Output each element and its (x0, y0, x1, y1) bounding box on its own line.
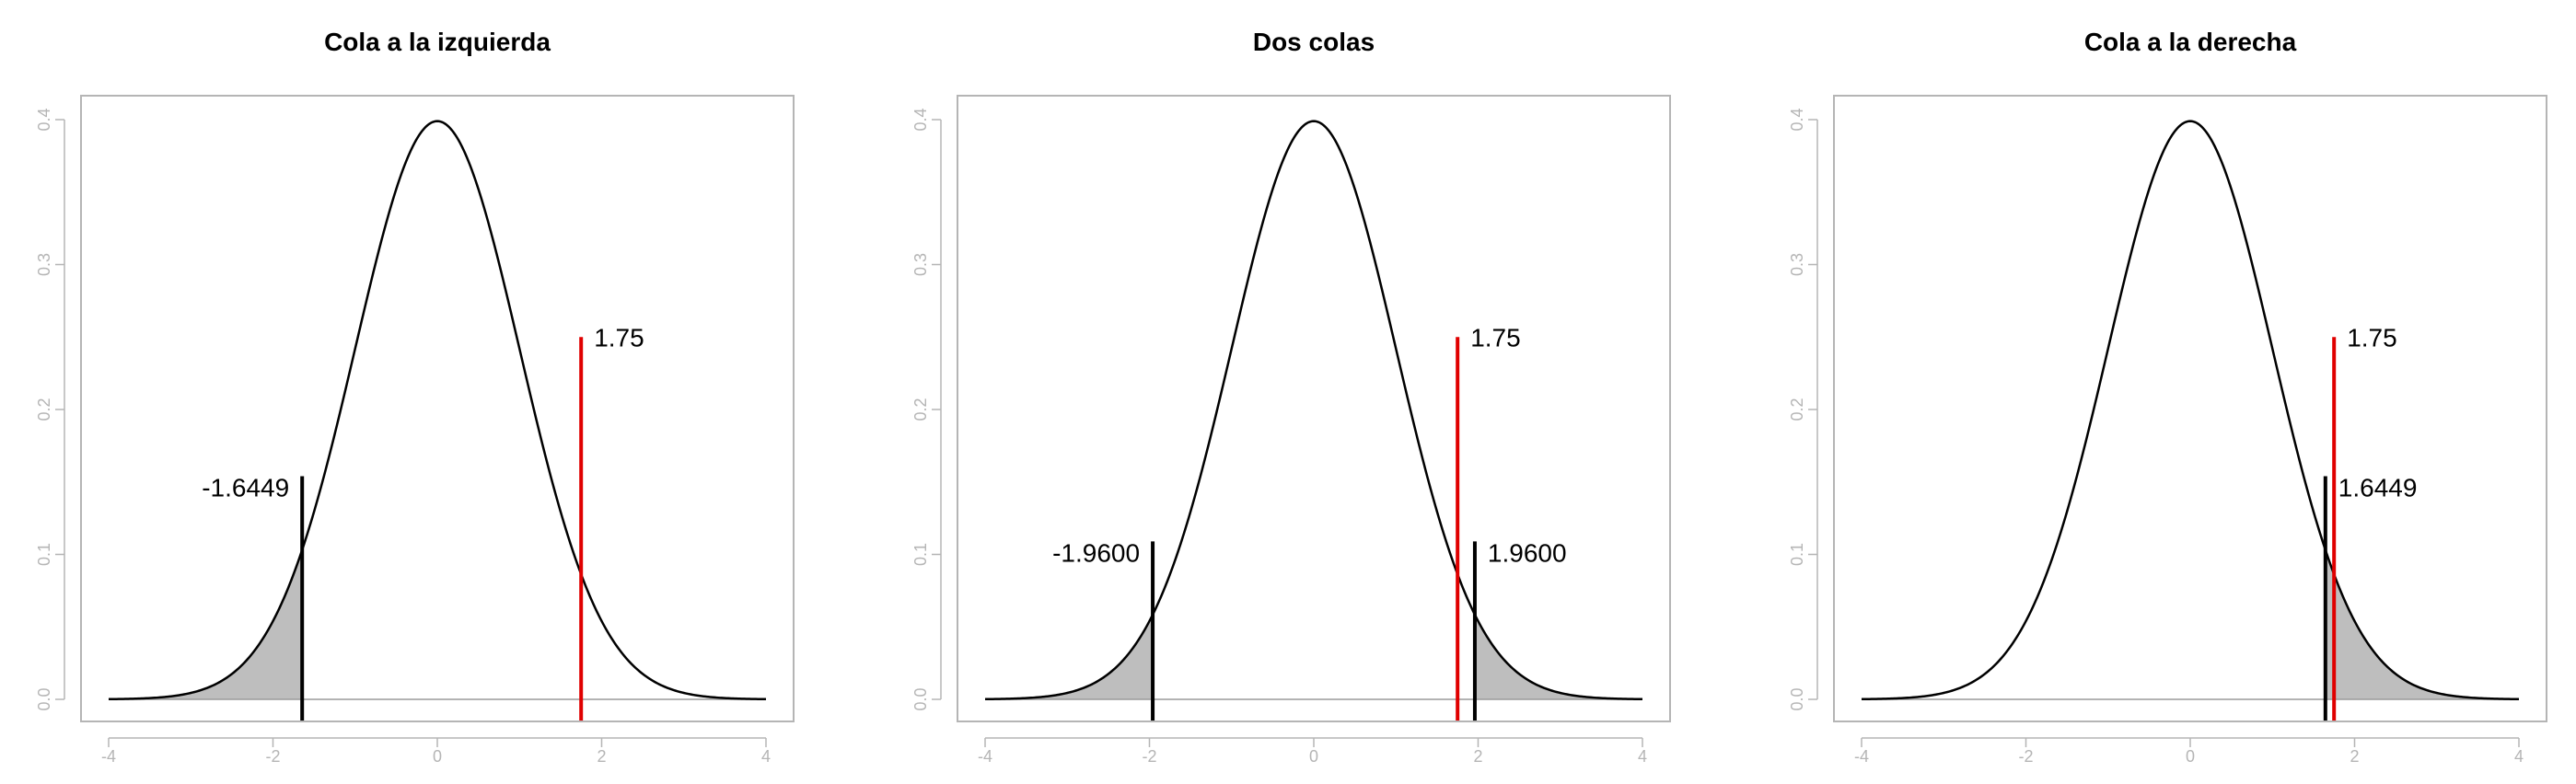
shaded-tail-region (2325, 549, 2519, 699)
x-tick-label: -2 (2018, 747, 2033, 766)
shaded-tail-region (985, 614, 1154, 699)
critical-value-label: -1.6449 (202, 473, 289, 502)
panel-2: Dos colas -1.9600 1.9600 1.75 -4 -2 0 2 4 0.0 0.1 0… (911, 28, 1671, 766)
y-tick-label: 0.4 (1788, 108, 1806, 131)
x-tick-label: -2 (265, 747, 280, 766)
critical-value-label: 1.9600 (1488, 538, 1567, 567)
x-tick-label: 0 (2186, 747, 2195, 766)
test-statistic-label: 1.75 (594, 323, 644, 352)
x-tick-label: 0 (1309, 747, 1318, 766)
chart-title: Dos colas (1253, 28, 1375, 56)
x-tick-label: 0 (433, 747, 442, 766)
critical-value-label: -1.9600 (1052, 538, 1140, 567)
shaded-tail-region (109, 549, 303, 699)
chart-title: Cola a la izquierda (324, 28, 551, 56)
density-curve (1861, 120, 2520, 701)
y-tick-label: 0.0 (911, 687, 930, 710)
x-tick-label: -4 (101, 747, 116, 766)
shaded-tail-region (1474, 614, 1642, 699)
y-tick-label: 0.4 (911, 108, 930, 131)
density-curve (108, 120, 767, 701)
y-tick-label: 0.2 (35, 398, 53, 421)
x-tick-label: 4 (2514, 747, 2524, 766)
plot-frame (1833, 95, 2547, 722)
y-tick-label: 0.2 (1788, 398, 1806, 421)
y-tick-label: 0.2 (911, 398, 930, 421)
x-tick-label: -4 (978, 747, 992, 766)
x-tick-label: 4 (761, 747, 771, 766)
plot-frame (80, 95, 795, 722)
y-tick-label: 0.0 (35, 687, 53, 710)
y-tick-label: 0.1 (911, 543, 930, 566)
x-tick-label: 2 (597, 747, 606, 766)
y-tick-label: 0.3 (1788, 253, 1806, 276)
y-tick-label: 0.4 (35, 108, 53, 131)
y-tick-label: 0.1 (1788, 543, 1806, 566)
density-curve (984, 120, 1643, 701)
test-statistic-label: 1.75 (2347, 323, 2397, 352)
y-tick-label: 0.3 (911, 253, 930, 276)
x-tick-label: 4 (1638, 747, 1647, 766)
x-tick-label: -4 (1854, 747, 1869, 766)
x-tick-label: -2 (1142, 747, 1156, 766)
critical-value-label: 1.6449 (2338, 473, 2418, 502)
x-tick-label: 2 (1473, 747, 1482, 766)
y-tick-label: 0.0 (1788, 687, 1806, 710)
plot-frame (957, 95, 1671, 722)
panel-3: Cola a la derecha 1.6449 1.75 -4 -2 0 2 4 0.0 0.1… (1788, 28, 2547, 766)
chart-title: Cola a la derecha (2084, 28, 2297, 56)
x-tick-label: 2 (2350, 747, 2359, 766)
panel-1: Cola a la izquierda -1.6449 1.75 -4 -2 0 2 4 0.0… (35, 28, 795, 766)
y-tick-label: 0.1 (35, 543, 53, 566)
test-statistic-label: 1.75 (1470, 323, 1521, 352)
y-tick-label: 0.3 (35, 253, 53, 276)
